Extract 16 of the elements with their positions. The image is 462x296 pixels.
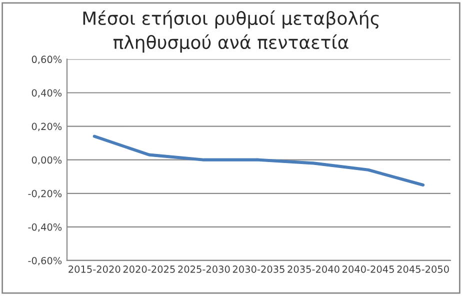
x-tick-label: 2040-2045: [342, 266, 394, 273]
chart-title: Μέσοι ετήσιοι ρυθμοί μεταβολής πληθυσμού ανά πενταετία: [83, 10, 379, 53]
x-tick-label: 2030-2035: [232, 266, 284, 273]
x-tick-label: 2015-2020: [68, 266, 120, 273]
y-tick-label: 0,00%: [32, 156, 62, 165]
x-tick-label: 2045-2050: [397, 266, 449, 273]
y-tick-label: 0,40%: [32, 89, 62, 98]
y-tick-label: 0,20%: [32, 122, 62, 132]
x-tick-label: 2035-2040: [288, 266, 340, 273]
y-tick-label: -0,40%: [28, 223, 62, 232]
y-tick-label: 0,60%: [32, 56, 62, 64]
y-tick-label: -0,60%: [28, 256, 62, 266]
y-tick-label: -0,20%: [28, 190, 62, 198]
x-tick-label: 2025-2030: [178, 266, 230, 273]
x-tick-label: 2020-2025: [123, 266, 175, 273]
line-series: [92, 134, 425, 187]
